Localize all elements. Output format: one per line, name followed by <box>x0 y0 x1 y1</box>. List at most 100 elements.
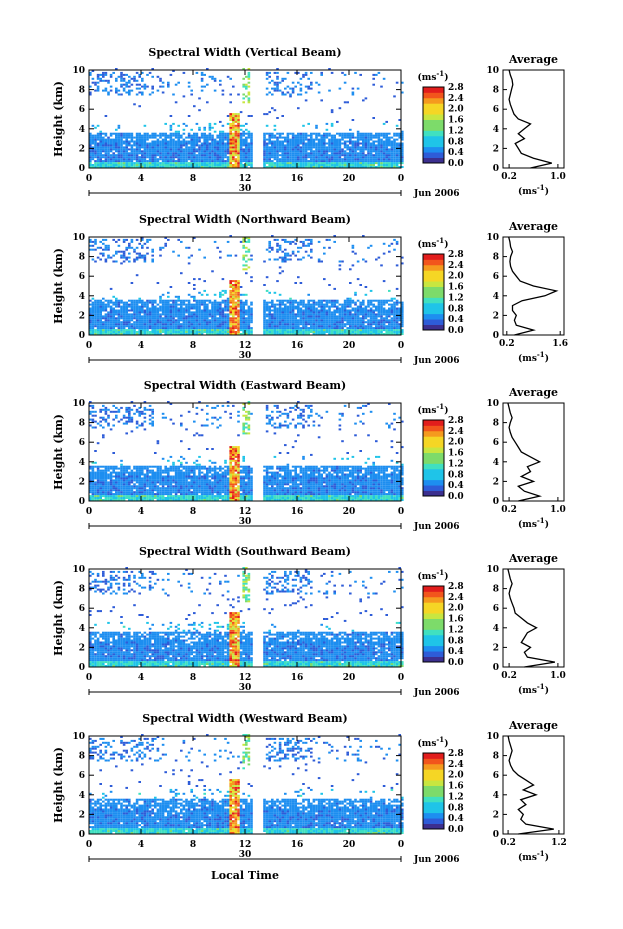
heatmap-cell <box>206 321 209 324</box>
heatmap-cell <box>237 126 240 129</box>
heatmap-cell <box>146 160 149 163</box>
heatmap-cell <box>177 333 180 335</box>
heatmap-cell <box>96 164 100 166</box>
heatmap-cell <box>250 162 253 165</box>
heatmap-cell <box>117 156 121 159</box>
heatmap-cell <box>94 315 97 318</box>
heatmap-cell <box>226 315 230 318</box>
heatmap-cell <box>398 158 401 161</box>
heatmap-cell <box>398 156 401 159</box>
heatmap-cell <box>276 280 279 283</box>
heatmap-cell <box>304 162 308 165</box>
heatmap-cell <box>354 71 357 74</box>
heatmap-cell <box>159 77 162 80</box>
heatmap-cell <box>401 319 404 322</box>
heatmap-cell <box>232 115 235 117</box>
heatmap-cell <box>307 138 310 141</box>
heatmap-cell <box>375 327 378 330</box>
heatmap-cell <box>273 327 277 330</box>
heatmap-cell <box>325 166 329 168</box>
heatmap-cell <box>294 156 297 159</box>
heatmap-cell <box>135 87 139 90</box>
heatmap-cell <box>117 93 121 96</box>
heatmap-cell <box>237 295 240 298</box>
heatmap-cell <box>125 315 128 318</box>
heatmap-cell <box>148 323 152 326</box>
heatmap-cell <box>382 156 386 159</box>
heatmap-cell <box>96 331 100 333</box>
heatmap-cell <box>135 238 139 241</box>
heatmap-cell <box>317 142 321 145</box>
heatmap-cell <box>117 319 121 322</box>
heatmap-cell <box>356 156 360 159</box>
heatmap-cell <box>135 140 139 143</box>
heatmap-cell <box>276 164 279 166</box>
heatmap-cell <box>271 144 274 147</box>
heatmap-cell <box>232 146 235 149</box>
heatmap-cell <box>133 321 136 324</box>
heatmap-cell <box>193 142 196 145</box>
heatmap-cell <box>390 136 394 139</box>
heatmap-cell <box>200 152 204 155</box>
heatmap-cell <box>104 87 108 90</box>
heatmap-cell <box>102 434 105 437</box>
heatmap-cell <box>281 77 284 80</box>
heatmap-cell <box>338 156 342 159</box>
heatmap-cell <box>177 158 180 161</box>
heatmap-cell <box>356 134 360 137</box>
heatmap-cell <box>221 158 225 161</box>
heatmap-cell <box>221 329 225 332</box>
heatmap-cell <box>304 327 308 330</box>
heatmap-cell <box>224 325 227 328</box>
heatmap-cell <box>102 408 105 411</box>
heatmap-cell <box>278 266 282 269</box>
heatmap-cell <box>224 134 227 137</box>
heatmap-cell <box>276 329 279 332</box>
heatmap-cell <box>377 313 381 316</box>
heatmap-cell <box>213 323 217 326</box>
heatmap-cell <box>393 321 396 324</box>
heatmap-cell <box>239 315 243 318</box>
heatmap-cell <box>289 160 292 163</box>
heatmap-cell <box>354 136 357 139</box>
heatmap-cell <box>307 329 310 332</box>
heatmap-cell <box>390 164 394 166</box>
heatmap-cell <box>112 158 115 161</box>
heatmap-cell <box>193 136 196 139</box>
heatmap-cell <box>96 473 100 476</box>
heatmap-cell <box>312 146 316 149</box>
colorbar-swatch <box>423 270 444 277</box>
heatmap-cell <box>200 89 204 92</box>
heatmap-cell <box>338 140 342 143</box>
heatmap-cell <box>302 240 305 243</box>
heatmap-cell <box>135 274 139 277</box>
heatmap-cell <box>229 101 232 104</box>
heatmap-cell <box>91 483 95 486</box>
heatmap-cell <box>206 166 209 168</box>
heatmap-cell <box>317 132 321 135</box>
heatmap-cell <box>135 158 139 161</box>
heatmap-cell <box>320 325 323 328</box>
heatmap-cell <box>354 146 357 149</box>
heatmap-cell <box>99 410 102 413</box>
heatmap-cell <box>151 162 154 165</box>
heatmap-cell <box>219 305 222 308</box>
heatmap-cell <box>245 301 248 304</box>
heatmap-cell <box>393 325 396 328</box>
heatmap-cell <box>369 138 373 141</box>
heatmap-cell <box>289 158 292 161</box>
heatmap-cell <box>390 150 394 153</box>
heatmap-cell <box>107 138 110 141</box>
heatmap-cell <box>401 317 404 320</box>
heatmap-cell <box>135 256 139 259</box>
heatmap-cell <box>278 132 282 135</box>
heatmap-cell <box>247 97 251 100</box>
heatmap-cell <box>263 327 266 330</box>
heatmap-cell <box>299 240 303 243</box>
average-y-tick-label: 6 <box>493 105 499 115</box>
heatmap-cell <box>304 136 308 139</box>
heatmap-cell <box>109 301 113 304</box>
heatmap-cell <box>169 299 173 302</box>
heatmap-cell <box>102 325 105 328</box>
heatmap-cell <box>229 132 232 135</box>
